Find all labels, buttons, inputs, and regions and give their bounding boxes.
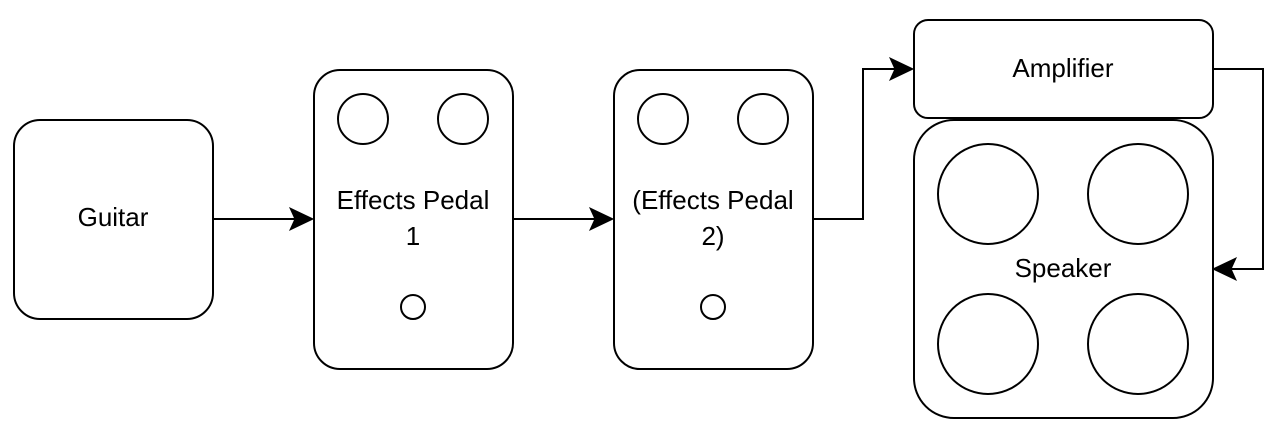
effects-pedal-1-label-line1: Effects Pedal	[337, 185, 490, 215]
edge-amplifier-to-speaker	[1211, 68, 1264, 282]
edge-line	[1213, 68, 1264, 270]
effects-pedal-2-label-line1: (Effects Pedal	[632, 185, 793, 215]
amplifier-node[interactable]: Amplifier	[913, 19, 1214, 119]
speaker-cone-bottom-left	[937, 293, 1039, 395]
pedal-2-knob-right	[737, 93, 789, 145]
effects-pedal-2-node[interactable]: (Effects Pedal 2)	[613, 69, 814, 370]
guitar-node[interactable]: Guitar	[13, 119, 214, 320]
speaker-cone-top-left	[937, 143, 1039, 245]
effects-pedal-1-label-line2: 1	[406, 221, 420, 251]
arrowhead-icon	[1211, 256, 1238, 282]
pedal-2-footswitch	[700, 294, 726, 320]
edge-line	[813, 68, 898, 220]
effects-pedal-2-label-line2: 2)	[701, 221, 724, 251]
arrowhead-icon	[588, 206, 615, 232]
effects-pedal-1-node[interactable]: Effects Pedal 1	[313, 69, 514, 370]
guitar-label: Guitar	[78, 202, 149, 232]
pedal-2-knob-left	[637, 93, 689, 145]
speaker-cone-bottom-right	[1087, 293, 1189, 395]
edge-guitar-to-pedal-1	[213, 206, 315, 232]
edge-pedal-1-to-pedal-2	[513, 206, 615, 232]
speaker-label: Speaker	[1015, 253, 1112, 283]
arrowhead-icon	[888, 56, 915, 82]
pedal-1-footswitch	[400, 294, 426, 320]
pedal-1-knob-right	[437, 93, 489, 145]
speaker-node[interactable]: Speaker	[913, 119, 1214, 419]
edge-pedal-2-to-amplifier	[813, 56, 915, 220]
arrowhead-icon	[288, 206, 315, 232]
pedal-1-knob-left	[337, 93, 389, 145]
amplifier-label: Amplifier	[1012, 53, 1113, 83]
speaker-cone-top-right	[1087, 143, 1189, 245]
